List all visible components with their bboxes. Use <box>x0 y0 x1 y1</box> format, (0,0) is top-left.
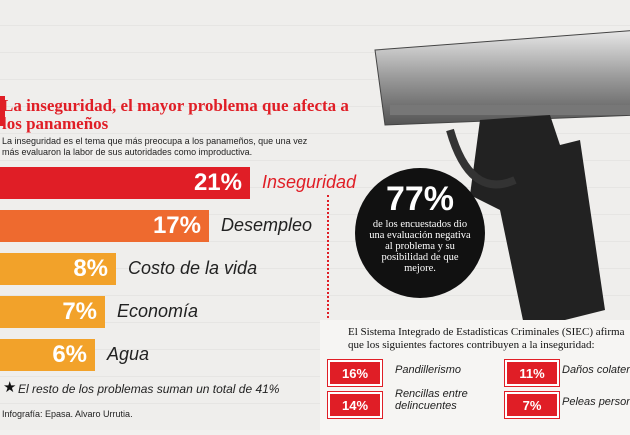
factor-value: 11% <box>505 360 559 386</box>
connector-vertical <box>327 195 329 330</box>
bar: 8% <box>0 253 116 285</box>
bar-category-label: Economía <box>117 301 199 321</box>
factor-label: Peleas personales <box>562 396 630 408</box>
bar-value-label: 6% <box>52 341 87 368</box>
bar: 21% <box>0 167 250 199</box>
factor-label: Pandillerismo <box>395 364 462 376</box>
pistol-image <box>374 30 630 330</box>
title-accent <box>0 96 5 126</box>
bar: 7% <box>0 296 105 328</box>
factor-label: Rencillas entre delincuentes <box>395 388 468 412</box>
factor-value: 16% <box>328 360 382 386</box>
bar-value-label: 8% <box>73 255 108 282</box>
bar-category-label: Desempleo <box>221 215 313 235</box>
bar: 17% <box>0 210 209 242</box>
bar-category-label: Inseguridad <box>262 172 357 192</box>
siec-text: El Sistema Integrado de Estadísticas Cri… <box>348 326 625 351</box>
credit: Infografía: Epasa. Alvaro Urrutia. <box>2 409 133 419</box>
chart-title: La inseguridad, el mayor problema que af… <box>2 96 349 133</box>
factor-value: 14% <box>328 392 382 418</box>
bar-category-label: Agua <box>107 344 150 364</box>
footnote: El resto de los problemas suman un total… <box>18 382 280 396</box>
highlight-value: 77% <box>385 180 455 218</box>
factor-label: Daños colaterales <box>562 364 630 376</box>
bar-value-label: 7% <box>62 298 97 325</box>
highlight-text: de los encuestados dio una evaluación ne… <box>369 219 471 274</box>
highlight-circle: 77% de los encuestados dio una evaluació… <box>355 168 485 298</box>
bar: 6% <box>0 339 95 371</box>
star-icon: ★ <box>3 379 17 396</box>
bar-category-label: Costo de la vida <box>128 258 258 278</box>
chart-subtitle: La inseguridad es el tema que más preocu… <box>2 136 308 157</box>
bar-value-label: 17% <box>152 212 201 239</box>
bar-value-label: 21% <box>193 169 242 196</box>
factor-value: 7% <box>505 392 559 418</box>
